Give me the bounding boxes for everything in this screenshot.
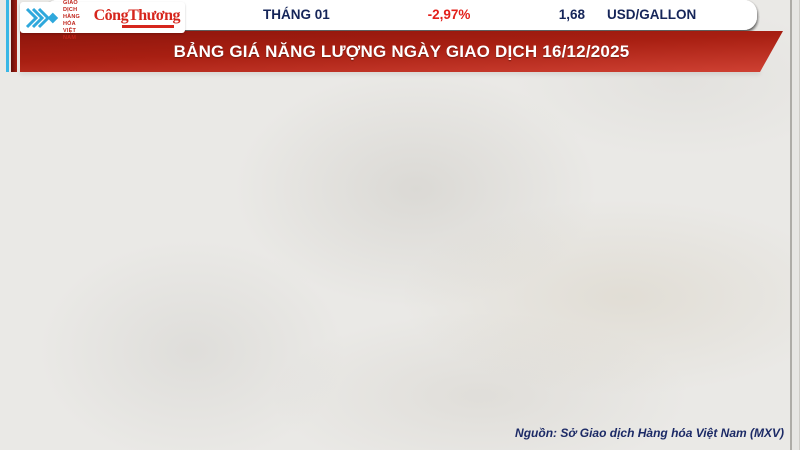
mxv-logo-line2: HÀNG HÓA (63, 14, 80, 27)
mxv-logo-line3: VIỆT NAM (63, 27, 77, 41)
mxv-logo-text: SỞ GIAO DỊCH HÀNG HÓA VIỆT NAM (63, 0, 86, 42)
logos-container: SỞ GIAO DỊCH HÀNG HÓA VIỆT NAM CôngThươn… (20, 0, 185, 41)
price-unit: USD/GALLON (607, 7, 697, 22)
source-credit: Nguồn: Sở Giao dịch Hàng hóa Việt Nam (M… (515, 426, 784, 440)
change-percent: -2,97% (427, 7, 471, 22)
right-edge-strip (790, 0, 800, 450)
price-value: 1,68 (558, 7, 585, 22)
left-accent-maroon-bar (11, 0, 17, 72)
mxv-logo-line1: SỞ GIAO DỊCH (63, 0, 78, 14)
congthuong-logo-text: CôngThương (93, 6, 181, 24)
mxv-chevron-logo-icon (25, 7, 59, 28)
contract-month: THÁNG 01 (263, 7, 330, 22)
left-accent-cyan-bar (6, 0, 9, 72)
title-banner: BẢNG GIÁ NĂNG LƯỢNG NGÀY GIAO DỊCH 16/12… (20, 31, 783, 72)
page-title: BẢNG GIÁ NĂNG LƯỢNG NGÀY GIAO DỊCH 16/12… (173, 41, 630, 61)
banner-shadow (20, 71, 760, 74)
congthuong-logo: CôngThương (93, 6, 181, 28)
congthuong-tagline-bar (121, 24, 174, 28)
